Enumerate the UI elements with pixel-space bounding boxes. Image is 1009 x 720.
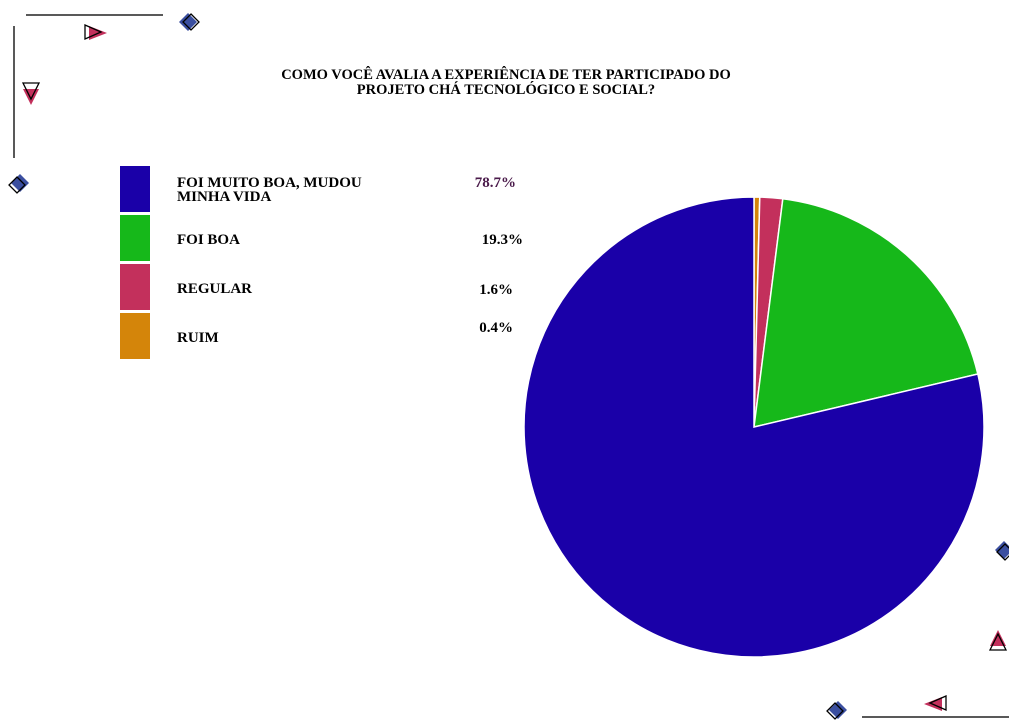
legend-label: RUIM: [177, 330, 219, 346]
legend-swatch: [120, 166, 150, 212]
triangle-icon: [21, 82, 41, 105]
diamond-icon: [8, 174, 29, 194]
diamond-icon: [995, 541, 1009, 561]
chart-title-line-2: PROJETO CHÁ TECNOLÓGICO E SOCIAL?: [356, 82, 656, 98]
legend-swatch: [120, 313, 150, 359]
legend-item: FOI BOA 19.3%: [120, 215, 540, 261]
legend-percent: 1.6%: [479, 282, 513, 298]
chart-title: COMO VOCÊ AVALIA A EXPERIÊNCIA DE TER PA…: [150, 68, 862, 98]
legend-label: FOI BOA: [177, 232, 240, 248]
pie-slice: [523, 196, 985, 658]
diamond-icon: [179, 13, 200, 31]
triangle-icon: [924, 695, 947, 711]
legend-percent: 78.7%: [474, 175, 516, 191]
legend-item: REGULAR 1.6%: [120, 264, 540, 310]
legend-label: FOI MUITO BOA, MUDOU MINHA VIDA: [177, 175, 362, 205]
legend-item: RUIM 0.4%: [120, 313, 540, 359]
chart-title-line-1: COMO VOCÊ AVALIA A EXPERIÊNCIA DE TER PA…: [281, 67, 731, 83]
legend-item: FOI MUITO BOA, MUDOU MINHA VIDA 78.7%: [120, 166, 540, 212]
diamond-icon: [826, 701, 847, 720]
legend-percent: 19.3%: [481, 232, 523, 248]
triangle-icon: [988, 630, 1008, 651]
pie-slice: [753, 197, 979, 428]
legend-swatch: [120, 264, 150, 310]
legend-percent: 0.4%: [479, 320, 513, 336]
legend-label: REGULAR: [177, 281, 253, 297]
triangle-icon: [84, 24, 107, 40]
legend-swatch: [120, 215, 150, 261]
